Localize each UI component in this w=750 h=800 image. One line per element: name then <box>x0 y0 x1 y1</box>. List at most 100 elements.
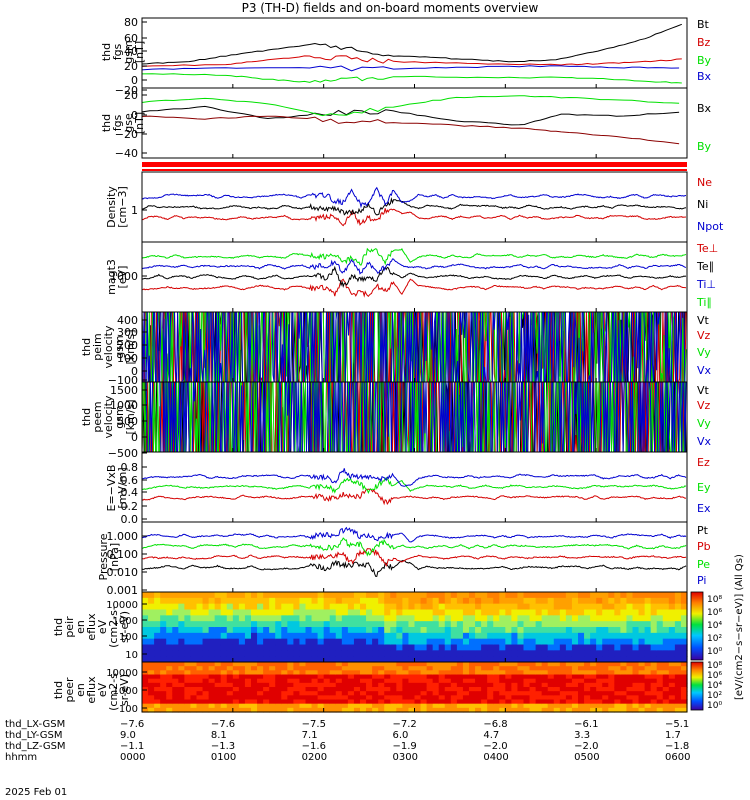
heatmap-cell <box>402 662 410 667</box>
heatmap-cell <box>408 621 416 628</box>
heatmap-cell <box>674 650 682 657</box>
heatmap-cell <box>341 674 349 680</box>
heatmap-cell <box>184 662 192 667</box>
legend-Bx: Bx <box>697 102 712 115</box>
heatmap-cell <box>450 707 458 713</box>
heatmap-cell <box>360 638 367 646</box>
heatmap-cell <box>559 615 567 622</box>
heatmap-cell <box>275 707 282 713</box>
heatmap-cell <box>178 597 185 605</box>
heatmap-cell <box>644 699 652 705</box>
heatmap-cell <box>244 699 252 705</box>
heatmap-cell <box>220 632 228 640</box>
heatmap-cell <box>505 674 512 680</box>
heatmap-cell <box>166 707 173 713</box>
heatmap-cell <box>499 650 506 657</box>
heatmap-cell <box>505 592 512 599</box>
heatmap-cell <box>341 699 349 705</box>
heatmap-cell <box>481 650 488 657</box>
heatmap-cell <box>347 687 355 692</box>
heatmap-cell <box>493 632 500 640</box>
heatmap-cell <box>184 699 192 705</box>
heatmap-cell <box>505 597 512 605</box>
heatmap-cell <box>408 638 416 646</box>
heatmap-cell <box>590 691 597 696</box>
heatmap-cell <box>541 699 549 705</box>
heatmap-cell <box>662 670 670 676</box>
heatmap-cell <box>517 666 525 671</box>
heatmap-cell <box>590 632 597 640</box>
heatmap-cell <box>493 687 500 692</box>
heatmap-cell <box>590 687 597 692</box>
heatmap-cell <box>444 603 452 611</box>
heatmap-cell <box>384 678 391 684</box>
heatmap-cell <box>172 609 179 616</box>
heatmap-cell <box>232 666 240 671</box>
heatmap-cell <box>450 597 458 605</box>
heatmap-cell <box>517 638 525 646</box>
heatmap-cell <box>353 666 361 671</box>
heatmap-cell <box>456 691 464 696</box>
heatmap-cell <box>238 638 246 646</box>
heatmap-cell <box>553 682 561 688</box>
heatmap-cell <box>214 627 222 634</box>
heatmap-cell <box>505 687 512 692</box>
heatmap-cell <box>590 695 597 701</box>
heatmap-cell <box>590 621 597 628</box>
heatmap-cell <box>662 597 670 605</box>
heatmap-cell <box>493 699 500 705</box>
heatmap-cell <box>553 707 561 713</box>
heatmap-cell <box>244 682 252 688</box>
heatmap-cell <box>469 666 476 671</box>
heatmap-cell <box>674 695 682 701</box>
heatmap-cell <box>487 621 494 628</box>
heatmap-cell <box>214 632 222 640</box>
heatmap-cell <box>220 682 228 688</box>
heatmap-cell <box>232 650 240 657</box>
heatmap-cell <box>202 609 210 616</box>
heatmap-cell <box>487 678 494 684</box>
heatmap-cell <box>275 644 282 651</box>
heatmap-cell <box>656 621 664 628</box>
heatmap-cell <box>426 670 434 676</box>
heatmap-cell <box>444 650 452 657</box>
heatmap-cell <box>372 674 379 680</box>
heatmap-cell <box>414 691 422 696</box>
heatmap-cell <box>414 644 422 651</box>
series-line-Te∥ <box>141 265 687 289</box>
heatmap-cell <box>251 670 258 676</box>
heatmap-cell <box>402 650 410 657</box>
heatmap-cell <box>680 666 688 671</box>
heatmap-cell <box>402 638 410 646</box>
heatmap-cell <box>541 670 549 676</box>
heatmap-cell <box>638 650 646 657</box>
heatmap-cell <box>450 592 458 599</box>
heatmap-cell <box>608 707 615 713</box>
heatmap-cell <box>402 656 410 663</box>
y-tick-label: 0 <box>131 109 138 122</box>
heatmap-cell <box>426 621 434 628</box>
heatmap-cell <box>602 691 609 696</box>
heatmap-cell <box>408 699 416 705</box>
heatmap-cell <box>462 615 470 622</box>
legend-Bz: Bz <box>697 36 711 49</box>
heatmap-cell <box>281 656 288 663</box>
heatmap-cell <box>584 615 591 622</box>
y-tick-label: −40 <box>115 147 138 160</box>
heatmap-cell <box>499 644 506 651</box>
heatmap-cell <box>420 670 428 676</box>
heatmap-cell <box>420 632 428 640</box>
heatmap-cell <box>432 603 440 611</box>
heatmap-cell <box>402 615 410 622</box>
y-tick-label: 0 <box>131 431 138 444</box>
heatmap-cell <box>668 662 676 667</box>
legend-Vy: Vy <box>697 417 711 430</box>
heatmap-cell <box>517 695 525 701</box>
heatmap-cell <box>323 638 331 646</box>
heatmap-cell <box>396 632 403 640</box>
heatmap-cell <box>529 638 537 646</box>
heatmap-cell <box>668 615 676 622</box>
heatmap-cell <box>251 682 258 688</box>
heatmap-cell <box>668 691 676 696</box>
heatmap-cell <box>378 707 385 713</box>
